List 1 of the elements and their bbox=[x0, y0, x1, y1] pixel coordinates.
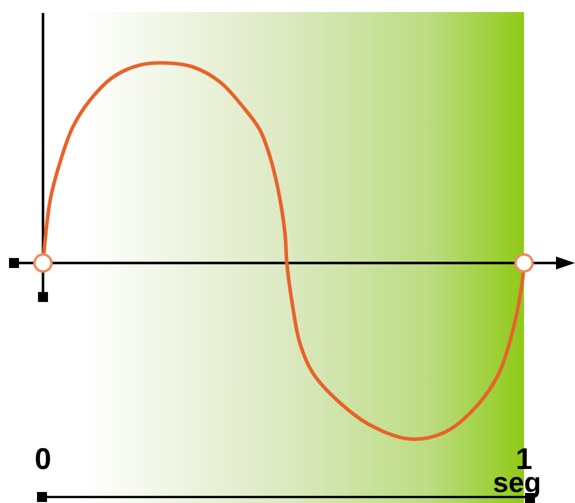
x-tick-label: 0 bbox=[34, 443, 52, 476]
